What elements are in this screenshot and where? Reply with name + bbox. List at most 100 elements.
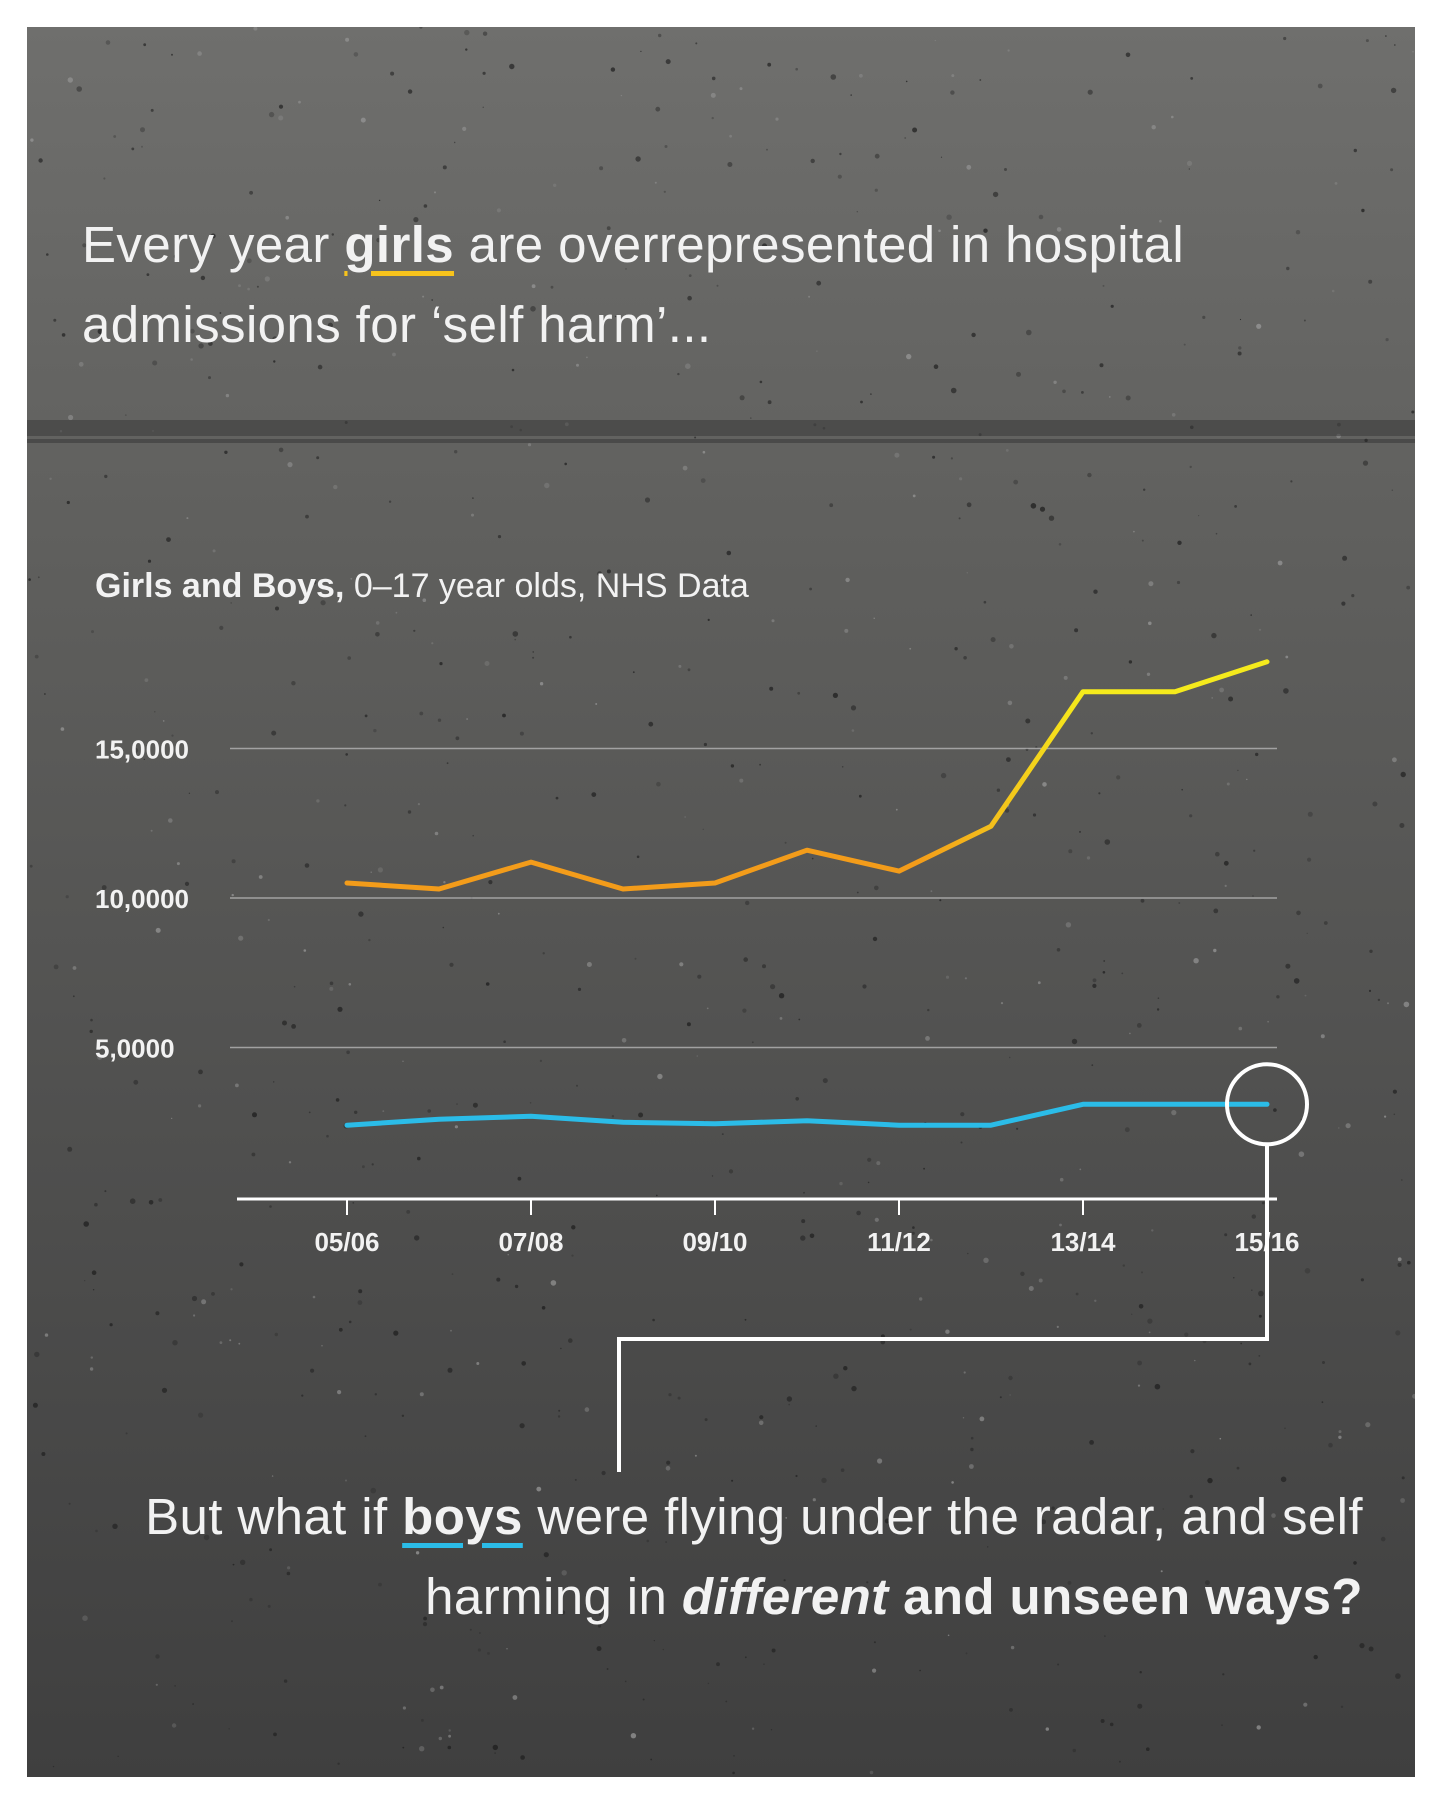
texture-speck <box>1146 672 1151 676</box>
texture-speck <box>228 1728 230 1730</box>
texture-speck <box>906 353 912 360</box>
texture-speck <box>249 190 254 195</box>
texture-speck <box>1258 1355 1261 1357</box>
texture-speck <box>437 718 442 722</box>
texture-speck <box>742 1008 747 1013</box>
texture-speck <box>770 1729 773 1731</box>
texture-speck <box>1248 1362 1252 1366</box>
texture-speck <box>430 1687 435 1693</box>
texture-speck <box>750 417 752 419</box>
texture-speck <box>543 1552 549 1558</box>
texture-speck <box>683 1524 687 1528</box>
texture-speck <box>1251 1214 1257 1219</box>
texture-speck <box>357 1300 363 1305</box>
texture-speck <box>97 1054 103 1060</box>
texture-speck <box>679 962 684 967</box>
texture-speck <box>232 1563 235 1566</box>
texture-speck <box>1238 346 1242 350</box>
texture-speck <box>1141 1271 1143 1274</box>
texture-speck <box>1000 1002 1004 1005</box>
texture-speck <box>132 747 139 754</box>
texture-speck <box>729 134 732 138</box>
texture-speck <box>509 63 515 70</box>
texture-speck <box>1395 1673 1401 1679</box>
texture-speck <box>358 1289 363 1294</box>
texture-speck <box>298 100 301 104</box>
texture-speck <box>1093 589 1098 594</box>
texture-speck <box>432 242 435 245</box>
texture-speck <box>225 393 230 398</box>
texture-speck <box>1237 351 1242 356</box>
texture-speck <box>1157 997 1160 999</box>
texture-speck <box>739 87 743 91</box>
texture-speck <box>561 1570 567 1576</box>
texture-speck <box>1403 1001 1410 1008</box>
texture-speck <box>1198 515 1200 517</box>
texture-speck <box>420 1718 424 1722</box>
texture-speck <box>1009 644 1014 649</box>
chart-subtitle: Girls and Boys, 0–17 year olds, NHS Data <box>95 567 749 606</box>
texture-speck <box>1177 540 1182 545</box>
texture-speck <box>732 1771 735 1775</box>
texture-speck <box>112 1523 118 1530</box>
texture-speck <box>657 1073 663 1080</box>
texture-speck <box>454 141 456 144</box>
texture-speck <box>597 571 602 577</box>
texture-speck <box>1222 1673 1225 1676</box>
texture-speck <box>1283 688 1289 694</box>
texture-speck <box>1136 1023 1142 1028</box>
texture-speck <box>423 1616 427 1621</box>
texture-speck <box>1162 1508 1165 1510</box>
texture-speck <box>940 772 947 779</box>
texture-speck <box>238 284 241 288</box>
texture-speck <box>219 312 222 314</box>
texture-speck <box>269 1548 272 1552</box>
texture-speck <box>1048 515 1055 521</box>
texture-speck <box>442 926 445 929</box>
texture-speck <box>933 364 939 370</box>
texture-speck <box>329 986 334 991</box>
texture-speck <box>1039 506 1046 512</box>
texture-speck <box>759 1415 764 1420</box>
texture-speck <box>969 1464 974 1469</box>
texture-speck <box>301 1394 304 1397</box>
poster-panel: Every year girls are overrepresented in … <box>27 27 1415 1777</box>
texture-speck <box>586 356 588 359</box>
texture-speck <box>1032 813 1037 817</box>
texture-speck <box>1102 284 1105 287</box>
texture-speck <box>1056 948 1061 952</box>
texture-speck <box>1353 148 1358 153</box>
texture-speck <box>422 295 425 298</box>
texture-speck <box>219 625 224 631</box>
headline-text-post: are overrepresented in hospital admissio… <box>82 216 1185 353</box>
texture-speck <box>766 148 768 151</box>
texture-speck <box>1284 1427 1286 1430</box>
texture-speck <box>192 1703 194 1705</box>
texture-speck <box>498 1245 500 1247</box>
texture-speck <box>800 1235 806 1241</box>
texture-speck <box>1013 479 1019 485</box>
texture-speck <box>829 503 834 508</box>
texture-speck <box>1412 51 1414 53</box>
texture-speck <box>210 233 216 239</box>
texture-speck <box>1338 1127 1340 1129</box>
texture-speck <box>876 1161 881 1166</box>
texture-speck <box>273 1081 275 1083</box>
texture-speck <box>635 156 641 162</box>
texture-speck <box>1286 266 1290 271</box>
texture-speck <box>839 152 842 156</box>
texture-speck <box>198 1412 204 1418</box>
texture-speck <box>193 1314 196 1317</box>
texture-speck <box>964 977 968 980</box>
texture-speck <box>666 1460 671 1465</box>
texture-speck <box>230 602 232 604</box>
texture-speck <box>1251 1289 1253 1291</box>
texture-speck <box>1256 323 1262 329</box>
texture-speck <box>771 619 775 623</box>
texture-speck <box>1234 505 1237 508</box>
texture-speck <box>419 1392 424 1397</box>
texture-speck <box>267 918 270 922</box>
texture-speck <box>1215 851 1220 857</box>
texture-speck <box>1137 1703 1143 1709</box>
texture-speck <box>446 762 449 765</box>
